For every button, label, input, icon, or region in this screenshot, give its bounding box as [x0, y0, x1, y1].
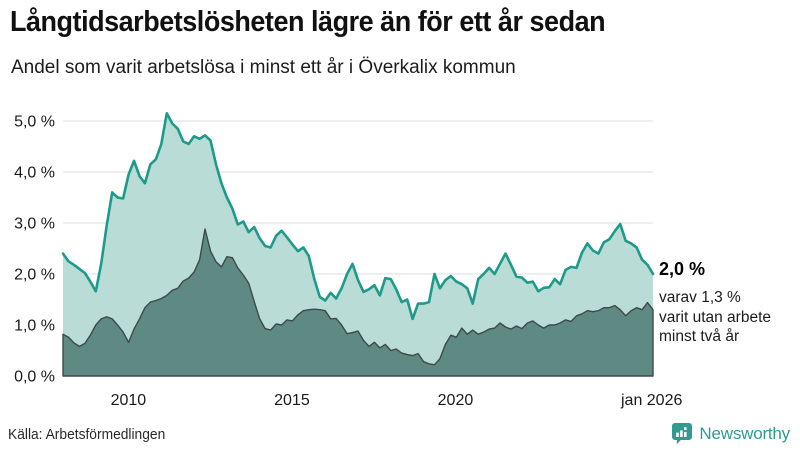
brand-name: Newsworthy: [699, 423, 790, 443]
svg-text:2,0 %: 2,0 %: [14, 267, 55, 284]
chart-title: Långtidsarbetslösheten lägre än för ett …: [10, 6, 606, 38]
svg-text:4,0 %: 4,0 %: [14, 165, 55, 182]
footer: Källa: Arbetsförmedlingen Newsworthy: [0, 418, 800, 450]
brand-logo: Newsworthy: [671, 422, 790, 445]
svg-text:2020: 2020: [438, 392, 474, 409]
newsworthy-icon: [672, 423, 693, 445]
chart-subtitle: Andel som varit arbetslösa i minst ett å…: [11, 57, 516, 78]
svg-text:2010: 2010: [111, 392, 147, 409]
end-value-annotation: 2,0 % varav 1,3 % varit utan arbete mins…: [659, 259, 799, 347]
end-value-subline: varit utan arbete: [659, 308, 772, 326]
svg-text:3,0 %: 3,0 %: [14, 216, 55, 233]
svg-text:2015: 2015: [274, 392, 310, 409]
svg-text:5,0 %: 5,0 %: [14, 114, 55, 131]
end-value-label: 2,0 %: [659, 259, 706, 279]
svg-text:jan 2026: jan 2026: [620, 392, 682, 409]
end-value-subline: minst två år: [659, 328, 740, 345]
svg-text:0,0 %: 0,0 %: [14, 369, 55, 386]
end-value-subtext: varav 1,3 % varit utan arbete minst två …: [659, 288, 799, 347]
source-note: Källa: Arbetsförmedlingen: [8, 426, 166, 443]
end-value-subline: varav 1,3 %: [659, 289, 741, 306]
svg-text:1,0 %: 1,0 %: [14, 318, 55, 335]
